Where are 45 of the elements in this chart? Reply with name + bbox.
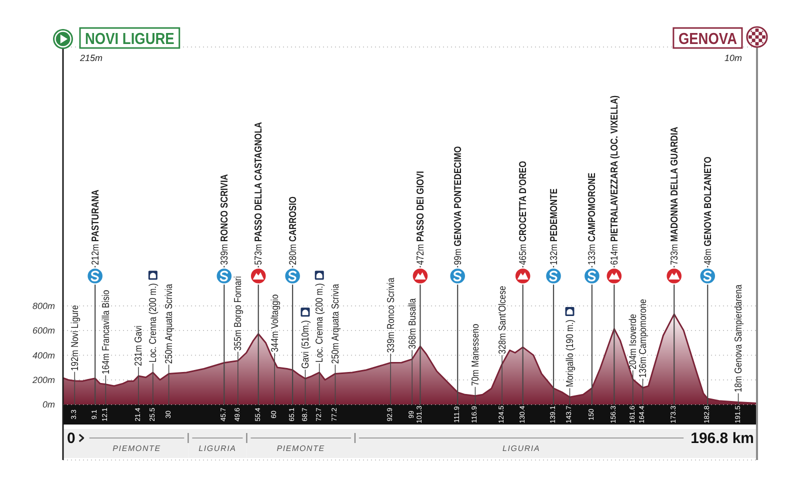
annotation: 164m Francavilla Bisio: [100, 290, 112, 374]
annotation: Morigallo (190 m.): [564, 320, 576, 388]
y-tick-label: 200m: [31, 375, 56, 386]
annotation: Gavi (510m.): [300, 320, 311, 369]
annotation: 472m PASSO DEI GIOVI: [414, 171, 426, 265]
annotation: 99m GENOVA PONTEDECIMO: [452, 146, 464, 265]
annotation: 70m Manesseno: [470, 324, 481, 386]
annotation: 215m: [79, 53, 104, 63]
annotation: 339m RONCO SCRIVIA: [218, 174, 230, 265]
band-label: PIEMONTE: [112, 444, 161, 453]
annotation: 231m Gavi: [133, 325, 144, 366]
annotation: 328m Sant'Olcese: [496, 286, 508, 354]
band-label: LIGURIA: [502, 444, 540, 453]
annotation: 18m Genova Sampierdarena: [732, 284, 744, 392]
annotation: 0: [67, 430, 76, 447]
annotation: 339m Ronco Scrivia: [385, 276, 396, 353]
annotation: 614m PIETRALAVEZZARA (LOC. VIXELLA): [608, 95, 620, 265]
annotation: 344m Voltaggio: [269, 294, 280, 352]
annotation: 192m Novi Ligure: [69, 305, 80, 371]
annotation: 196.8 km: [690, 430, 754, 447]
annotation: 733m MADONNA DELLA GUARDIA: [668, 126, 680, 265]
y-tick-label: 0m: [42, 400, 56, 410]
annotation: 355m Borgo Fornari: [232, 276, 244, 351]
annotation: Loc. Crenna (200 m.): [314, 283, 325, 362]
annotation: 212m PASTURANA: [90, 189, 101, 265]
annotation: Loc. Crenna (200 m.): [148, 283, 158, 362]
y-tick-label: 800m: [32, 301, 56, 312]
annotation: 132m PEDEMONTE: [548, 188, 559, 265]
y-tick-label: 400m: [32, 350, 56, 360]
band-label: LIGURIA: [198, 444, 236, 453]
band-label: PIEMONTE: [276, 444, 325, 453]
annotation: 250m Arquata Scrivia: [330, 283, 341, 364]
annotation: NOVI LIGURE: [85, 30, 174, 48]
annotation: 48m GENOVA BOLZANETO: [702, 156, 714, 265]
annotation: 10m: [724, 53, 742, 63]
annotation: 133m CAMPOMORONE: [586, 172, 598, 265]
y-tick-label: 600m: [32, 326, 56, 336]
annotation: 136m Campomorone: [637, 298, 648, 378]
annotation: 573m PASSO DELLA CASTAGNOLA: [252, 122, 264, 265]
ref-line-label: GENOVA: [678, 30, 738, 48]
annotation: 368m Busalla: [406, 298, 418, 350]
annotation: 280m CARROSIO: [287, 196, 298, 265]
annotation: 204m Isoverde: [627, 314, 638, 370]
annotation: 465m CROCETTA D'OREO: [517, 160, 528, 265]
annotation: 250m Arquata Scrivia: [163, 283, 174, 364]
